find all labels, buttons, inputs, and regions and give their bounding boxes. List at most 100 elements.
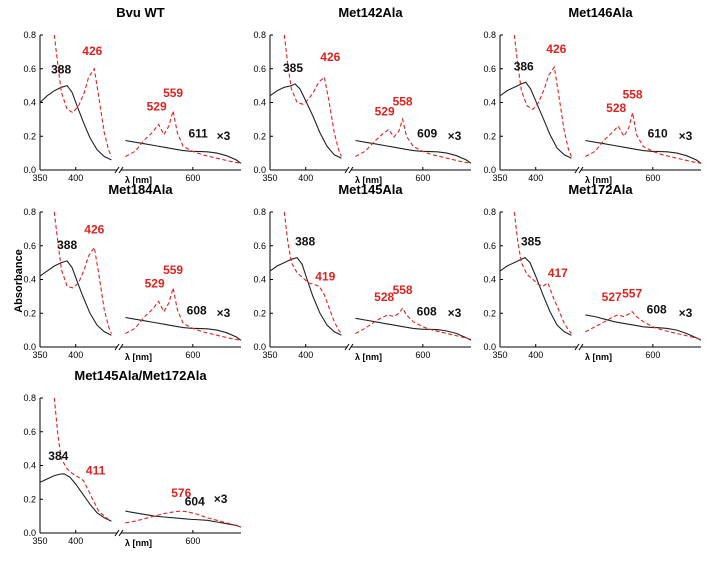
series-oxidized-left — [499, 81, 572, 159]
peak-label-red: 558 — [393, 283, 413, 297]
peak-label-black: 384 — [48, 449, 68, 463]
x-tick-label: 400 — [68, 536, 83, 546]
x-axis-label: λ [nm] — [125, 175, 152, 185]
peak-label-black: 386 — [514, 59, 534, 73]
peak-label-red: 559 — [163, 263, 183, 277]
series-reduced-right — [585, 112, 702, 164]
x-tick-label: 600 — [185, 536, 200, 546]
y-tick-label: 0.0 — [253, 165, 266, 175]
panel-3: Met146Ala 0.0 0.2 0.4 0.6 0.8 350 400 600 λ [nm] 3… — [483, 5, 702, 185]
peak-label-red: 529 — [145, 276, 165, 290]
x-tick-label: 350 — [492, 350, 507, 360]
panel-title: Met146Ala — [568, 5, 633, 20]
series-oxidized-right — [125, 139, 242, 164]
x-axis-label: λ [nm] — [125, 352, 152, 362]
peak-label-black: 608 — [187, 303, 207, 317]
series-reduced-right — [585, 310, 702, 340]
multiplier-label: ×3 — [217, 306, 231, 320]
peak-label-black: 604 — [185, 495, 205, 509]
y-tick-label: 0.6 — [483, 241, 496, 251]
axis-break-mark — [578, 166, 584, 174]
peak-label-black: 388 — [295, 235, 315, 249]
y-tick-label: 0.6 — [253, 241, 266, 251]
x-axis-label: λ [nm] — [585, 175, 612, 185]
x-tick-label: 600 — [185, 173, 200, 183]
x-tick-label: 400 — [528, 173, 543, 183]
axis-break-mark — [348, 166, 354, 174]
panel-5: Met145Ala 0.0 0.2 0.4 0.6 0.8 350 400 600 λ [nm] 3… — [253, 182, 472, 362]
series-oxidized-left — [39, 473, 112, 522]
multiplier-label: ×3 — [217, 129, 231, 143]
y-tick-label: 0.6 — [253, 64, 266, 74]
x-tick-label: 350 — [262, 350, 277, 360]
y-tick-label: 0.2 — [253, 131, 266, 141]
x-tick-label: 400 — [298, 350, 313, 360]
y-tick-label: 0.0 — [253, 342, 266, 352]
axis-break-mark — [344, 343, 350, 351]
y-tick-label: 0.6 — [483, 64, 496, 74]
series-reduced-right — [355, 307, 472, 340]
y-tick-label: 0.8 — [253, 30, 266, 40]
peak-label-black: 385 — [521, 235, 541, 249]
x-tick-label: 350 — [492, 173, 507, 183]
x-tick-label: 600 — [645, 173, 660, 183]
panel-1: Bvu WT 0.0 0.2 0.4 0.6 0.8 350 400 600 λ [nm] 388 6… — [23, 5, 242, 185]
series-oxidized-left — [499, 256, 572, 336]
series-reduced-left — [513, 34, 572, 157]
y-tick-label: 0.0 — [23, 528, 36, 538]
multiplier-label: ×3 — [448, 129, 462, 143]
series-reduced-left — [53, 397, 112, 522]
peak-label-black: 609 — [417, 126, 437, 140]
x-tick-label: 400 — [68, 173, 83, 183]
peak-label-black: 608 — [647, 303, 667, 317]
y-tick-label: 0.2 — [483, 308, 496, 318]
x-tick-label: 600 — [415, 350, 430, 360]
peak-label-black: 385 — [283, 61, 303, 75]
y-tick-label: 0.8 — [483, 207, 496, 217]
peak-label-red: 419 — [315, 269, 335, 283]
peak-label-red: 529 — [147, 99, 167, 113]
y-tick-label: 0.6 — [23, 241, 36, 251]
multiplier-label: ×3 — [679, 306, 693, 320]
multiplier-label: ×3 — [448, 306, 462, 320]
panel-6: Met172Ala 0.0 0.2 0.4 0.6 0.8 350 400 600 λ [nm] 3… — [483, 182, 702, 362]
series-oxidized-right — [355, 317, 472, 341]
peak-label-black: 388 — [51, 63, 71, 77]
peak-label-red: 426 — [320, 50, 340, 64]
x-tick-label: 600 — [645, 350, 660, 360]
panel-title: Met172Ala — [568, 182, 633, 197]
peak-label-red: 557 — [622, 287, 642, 301]
x-tick-label: 400 — [298, 173, 313, 183]
y-tick-label: 0.0 — [23, 342, 36, 352]
series-reduced-right — [125, 287, 242, 341]
series-reduced-right — [355, 117, 472, 164]
y-tick-label: 0.8 — [23, 30, 36, 40]
axis-break-mark — [114, 343, 120, 351]
y-tick-label: 0.8 — [23, 207, 36, 217]
axis-break-mark — [114, 166, 120, 174]
x-axis-label: λ [nm] — [355, 175, 382, 185]
x-tick-label: 600 — [185, 350, 200, 360]
x-tick-label: 350 — [262, 173, 277, 183]
y-tick-label: 0.8 — [23, 393, 36, 403]
y-tick-label: 0.0 — [483, 165, 496, 175]
y-tick-label: 0.6 — [23, 64, 36, 74]
axis-break-mark — [574, 343, 580, 351]
axis-break-mark — [578, 343, 584, 351]
multiplier-label: ×3 — [679, 129, 693, 143]
series-reduced-right — [125, 110, 242, 164]
x-tick-label: 350 — [32, 350, 47, 360]
y-axis-label: Absorbance — [13, 249, 25, 313]
y-tick-label: 0.4 — [483, 275, 496, 285]
multiplier-label: ×3 — [214, 492, 228, 506]
panel-title: Met145Ala — [338, 182, 403, 197]
series-reduced-left — [283, 34, 342, 157]
series-oxidized-left — [269, 256, 342, 336]
series-oxidized-left — [39, 260, 112, 336]
series-reduced-right — [125, 510, 242, 528]
y-tick-label: 0.4 — [23, 461, 36, 471]
peak-label-red: 558 — [623, 88, 643, 102]
y-tick-label: 0.4 — [253, 98, 266, 108]
peak-label-red: 426 — [84, 222, 104, 236]
y-tick-label: 0.2 — [483, 131, 496, 141]
